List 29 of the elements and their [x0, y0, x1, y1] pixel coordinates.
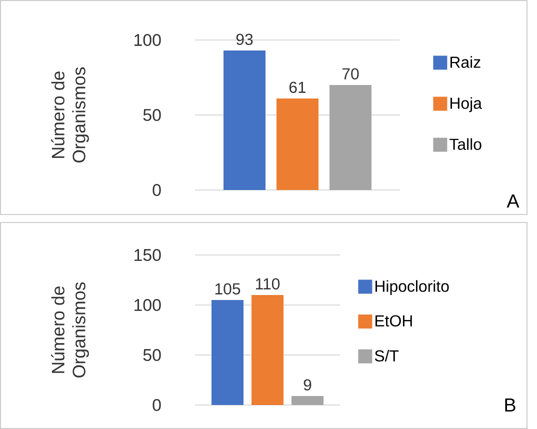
legend-label: Hoja: [450, 97, 482, 112]
y-tick-label: 100: [134, 34, 161, 46]
y-tick-label: 50: [143, 109, 161, 121]
bar: [292, 396, 324, 405]
legend-label: Hipoclorito: [376, 280, 449, 296]
data-label: 105: [215, 283, 240, 294]
data-label: 61: [289, 82, 306, 93]
bar: [212, 300, 244, 405]
y-tick-label: 50: [143, 349, 161, 361]
data-label: 9: [304, 379, 312, 390]
y-axis-title: Número de Organismos: [51, 67, 89, 162]
text: B: [505, 398, 516, 412]
bar: [276, 98, 319, 190]
bar: [224, 50, 266, 190]
data-label: 93: [236, 34, 253, 45]
legend-label: Raiz: [450, 56, 480, 68]
y-tick-label: 0: [152, 184, 161, 196]
legend-label: EtOH: [376, 315, 412, 326]
bar: [330, 84, 372, 190]
y-tick-label: 0: [152, 399, 161, 411]
y-tick-label: 100: [134, 299, 161, 311]
legend-label: S/T: [374, 350, 399, 362]
y-axis-title: Número de Organismos: [51, 282, 89, 378]
data-label: 110: [256, 278, 280, 290]
data-label: 70: [342, 68, 359, 80]
bar: [252, 295, 284, 405]
text: A: [506, 194, 520, 208]
y-tick-label: 150: [134, 249, 161, 261]
legend-label: Tallo: [450, 138, 482, 150]
